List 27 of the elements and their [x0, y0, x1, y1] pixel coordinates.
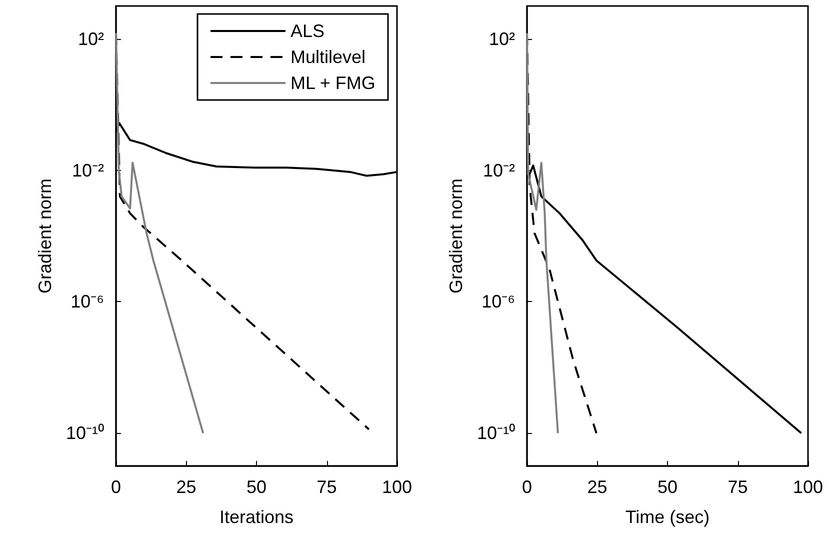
y-tick-label: 10⁻¹⁰	[66, 423, 104, 444]
line-series	[526, 32, 559, 434]
x-tick-label: 50	[657, 477, 678, 497]
legend-label: ML + FMG	[290, 73, 376, 93]
x-tick-label: 100	[792, 477, 824, 497]
x-axis-title: Iterations	[219, 507, 294, 527]
y-tick-label: 10⁻⁶	[482, 292, 515, 312]
y-axis-title: Gradient norm	[35, 178, 55, 294]
y-tick-label: 10⁻²	[72, 160, 104, 180]
x-tick-label: 75	[728, 477, 748, 497]
legend-label: ALS	[290, 21, 325, 41]
y-tick-label: 10²	[488, 28, 516, 49]
x-axis-title: Time (sec)	[625, 507, 710, 527]
y-axis-title: Gradient norm	[446, 178, 466, 294]
legend-label: Multilevel	[290, 47, 366, 67]
y-tick-label: 10²	[78, 28, 104, 49]
y-tick-label: 10⁻¹⁰	[476, 423, 515, 444]
y-tick-label: 10⁻²	[482, 160, 516, 180]
x-tick-label: 50	[246, 477, 267, 497]
x-tick-label: 25	[587, 477, 608, 497]
x-tick-label: 0	[110, 477, 122, 497]
line-series	[115, 32, 204, 434]
x-tick-label: 75	[316, 477, 337, 497]
x-tick-label: 100	[382, 477, 412, 497]
x-tick-label: 0	[522, 477, 532, 497]
y-tick-label: 10⁻⁶	[70, 292, 104, 312]
x-tick-label: 25	[176, 477, 196, 497]
